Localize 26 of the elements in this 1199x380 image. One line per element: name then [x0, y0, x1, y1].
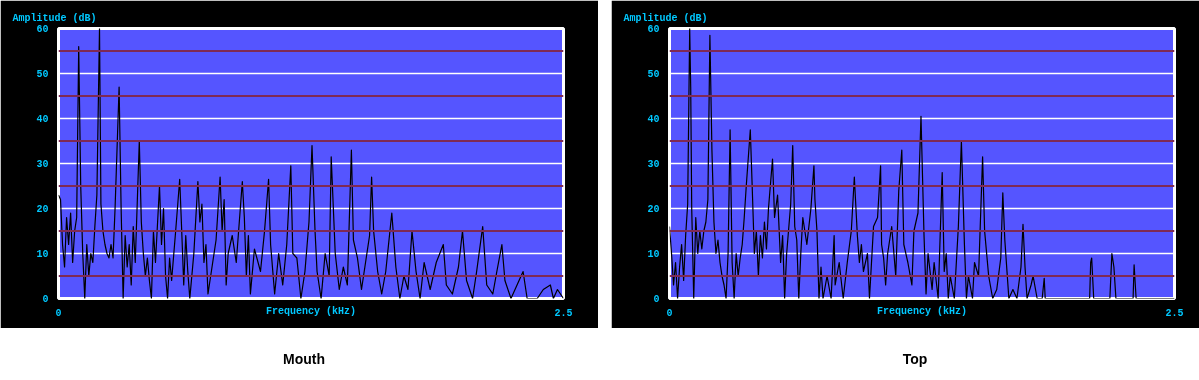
y-tick-label: 20: [36, 204, 49, 215]
y-axis-title: Amplitude (dB): [623, 12, 708, 24]
y-tick-label: 10: [647, 249, 660, 260]
y-tick-label: 0: [42, 294, 49, 305]
y-tick-label: 40: [647, 114, 660, 125]
y-tick-label: 20: [647, 204, 660, 215]
y-tick-label: 30: [36, 159, 49, 170]
y-tick-label: 60: [647, 24, 660, 35]
x-axis-title: Frequency (kHz): [876, 305, 968, 317]
y-axis-title: Amplitude (dB): [12, 12, 97, 24]
y-tick-label: 40: [36, 114, 49, 125]
y-tick-label: 50: [647, 69, 660, 80]
y-tick-label: 30: [647, 159, 660, 170]
y-tick-label: 60: [36, 24, 49, 35]
x-tick-label: 0: [55, 307, 62, 319]
x-tick-label: 2.5: [554, 307, 573, 319]
y-tick-label: 0: [653, 294, 660, 305]
text: Top: [902, 350, 928, 369]
line-series: [58, 28, 564, 299]
x-axis-title: Frequency (kHz): [265, 305, 357, 317]
y-tick-label: 10: [36, 249, 49, 260]
x-tick-label: 2.5: [1165, 307, 1184, 319]
text: Mouth: [283, 350, 325, 369]
y-tick-label: 50: [36, 69, 49, 80]
line-series: [669, 28, 1175, 299]
x-tick-label: 0: [666, 307, 673, 319]
